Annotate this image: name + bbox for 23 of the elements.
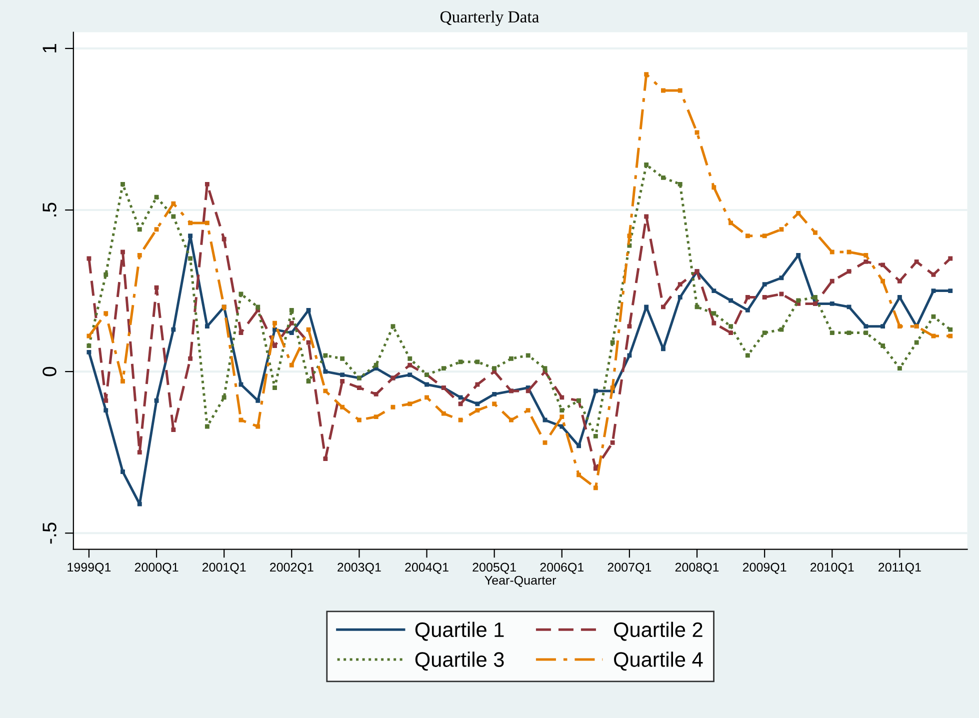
x-tick-label: 2011Q1 <box>878 562 921 574</box>
x-tick-label: 2004Q1 <box>405 562 448 574</box>
y-tick-label: 1 <box>42 44 56 52</box>
x-tick-label: 2005Q1 <box>472 562 516 574</box>
legend-label: Quartile 2 <box>614 622 702 641</box>
x-tick-label: 2007Q1 <box>608 562 652 574</box>
x-tick-label: 2003Q1 <box>338 562 381 574</box>
x-tick-label: 2008Q1 <box>675 562 719 574</box>
x-tick-label: 1999Q1 <box>68 562 111 574</box>
y-tick-label: .5 <box>42 202 56 216</box>
chart-title: Quarterly Data <box>440 10 540 26</box>
x-axis-title: Year-Quarter <box>484 576 556 587</box>
x-tick-label: 2009Q1 <box>742 562 786 574</box>
x-tick-label: 2001Q1 <box>202 562 246 574</box>
legend-label: Quartile 1 <box>415 622 504 641</box>
x-tick-label: 2006Q1 <box>540 562 584 574</box>
x-tick-label: 2010Q1 <box>810 562 854 574</box>
legend-label: Quartile 4 <box>614 652 703 671</box>
x-tick-label: 2002Q1 <box>270 562 314 574</box>
x-tick-label: 2000Q1 <box>134 562 178 574</box>
y-tick-label: 0 <box>42 366 56 376</box>
y-tick-label: -.5 <box>42 522 56 544</box>
legend-label: Quartile 3 <box>415 652 504 671</box>
